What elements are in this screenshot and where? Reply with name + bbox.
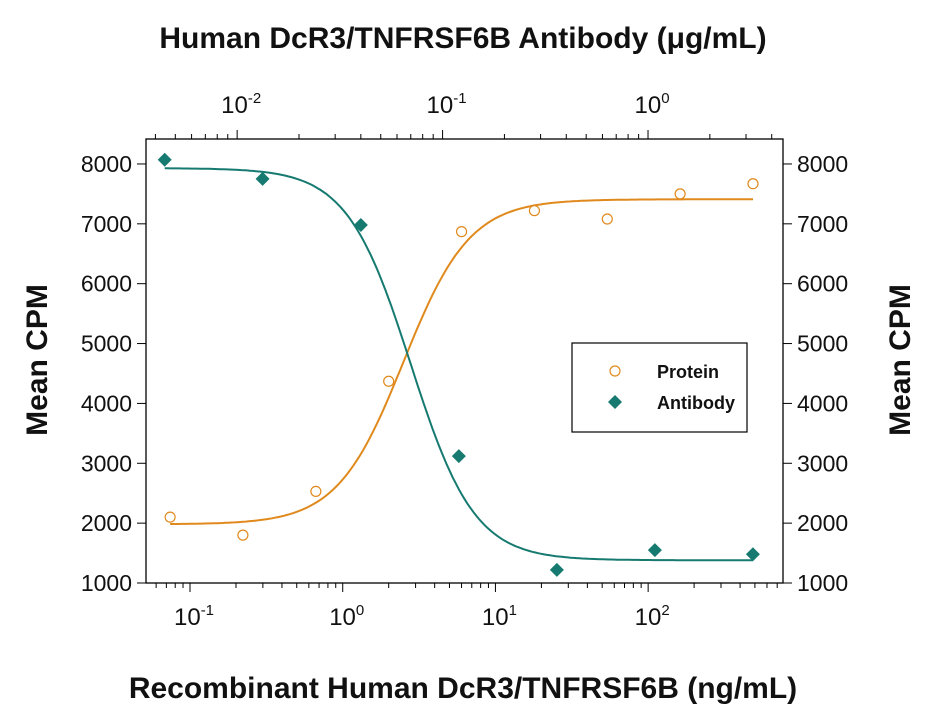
legend: Protein Antibody	[571, 342, 748, 433]
right-axis-tick-label: 5000	[797, 331, 848, 357]
data-point-protein	[674, 188, 686, 200]
legend-marker-protein	[609, 365, 621, 377]
data-point-protein	[747, 178, 759, 190]
data-point-protein	[528, 205, 541, 217]
plot-frame	[145, 138, 784, 584]
legend-label-protein: Protein	[657, 362, 719, 382]
bottom-axis-tick-label: 101	[482, 602, 517, 631]
top-axis-title: Human DcR3/TNFRSF6B Antibody (μg/mL)	[159, 22, 766, 55]
fit-curve-antibody	[164, 167, 753, 562]
top-axis-tick-label: 100	[634, 90, 669, 119]
data-point-antibody	[353, 218, 368, 233]
left-axis-tick-label: 5000	[81, 331, 132, 357]
right-axis-title: Mean CPM	[884, 284, 917, 436]
right-axis-tick-label: 4000	[797, 390, 848, 416]
left-axis-tick-label: 2000	[81, 510, 132, 536]
top-axis-tick-label: 10-1	[427, 90, 467, 119]
fit-curve-protein	[170, 198, 753, 525]
legend-marker-antibody	[608, 395, 622, 409]
data-point-protein	[455, 226, 468, 238]
data-point-protein	[601, 213, 613, 225]
data-point-protein	[310, 485, 322, 498]
right-axis-tick-label: 6000	[797, 271, 848, 297]
data-point-antibody	[451, 449, 466, 464]
data-point-antibody	[255, 171, 270, 186]
bottom-axis-tick-label: 102	[635, 602, 670, 631]
data-point-antibody	[157, 152, 172, 167]
bottom-axis-title: Recombinant Human DcR3/TNFRSF6B (ng/mL)	[129, 672, 797, 705]
left-axis-tick-label: 6000	[81, 271, 132, 297]
left-axis-tick-label: 7000	[81, 211, 132, 237]
bottom-axis-tick-label: 10-1	[174, 602, 214, 631]
top-axis-tick-label: 10-2	[221, 90, 261, 119]
data-point-antibody	[549, 562, 564, 577]
right-axis-tick-label: 1000	[797, 570, 848, 596]
left-axis-tick-label: 3000	[81, 450, 132, 476]
data-point-protein	[383, 375, 395, 387]
right-axis-tick-label: 2000	[797, 510, 848, 536]
left-axis-tick-label: 4000	[81, 390, 132, 416]
right-axis-tick-label: 7000	[797, 211, 848, 237]
data-point-antibody	[745, 547, 760, 562]
data-point-antibody	[647, 543, 662, 558]
left-axis-tick-label: 1000	[81, 570, 132, 596]
bottom-axis-tick-label: 100	[329, 602, 364, 631]
right-axis-tick-label: 3000	[797, 450, 848, 476]
legend-box	[571, 342, 748, 433]
data-point-protein	[164, 511, 176, 523]
data-point-protein	[237, 529, 249, 541]
left-axis-tick-label: 8000	[81, 151, 132, 177]
left-axis-title: Mean CPM	[21, 284, 54, 436]
right-axis-tick-label: 8000	[797, 151, 848, 177]
legend-label-antibody: Antibody	[657, 393, 735, 413]
